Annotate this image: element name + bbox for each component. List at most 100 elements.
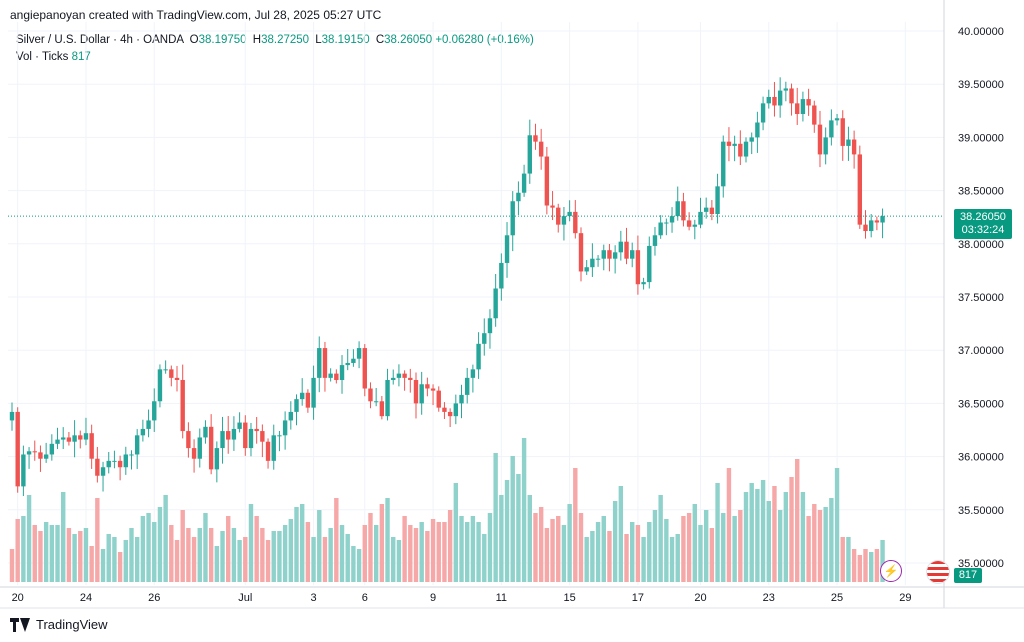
candle-body: [749, 137, 754, 142]
volume-bar: [100, 549, 106, 582]
volume-bar: [823, 507, 828, 582]
candle-body: [527, 135, 532, 174]
volume-bar: [669, 537, 675, 582]
candle-body: [72, 435, 77, 442]
volume-bar: [749, 483, 754, 582]
x-tick-label: 15: [563, 592, 575, 604]
volume-bar: [834, 468, 840, 582]
volume-bar: [857, 555, 863, 582]
volume-bar: [738, 510, 743, 582]
volume-bar: [106, 534, 111, 582]
volume-bar: [282, 525, 288, 582]
x-tick-label: 29: [899, 592, 911, 604]
candle-body: [493, 288, 498, 319]
volume-bar: [527, 495, 532, 582]
volume-bar: [652, 510, 658, 582]
volume-bar: [453, 483, 459, 582]
candle-body: [692, 224, 697, 227]
volume-bar: [129, 528, 134, 582]
candle-body: [760, 103, 766, 123]
y-tick-label: 38.00000: [958, 239, 1004, 251]
candle-body: [117, 460, 123, 468]
volume-bar: [203, 513, 208, 582]
volume-bar: [43, 522, 49, 582]
volume-bar: [635, 525, 641, 582]
candle-body: [686, 220, 692, 227]
y-tick-label: 36.50000: [958, 398, 1004, 410]
candle-body: [601, 250, 606, 259]
x-tick-label: Jul: [238, 592, 252, 604]
volume-bar: [152, 522, 157, 582]
volume-bar: [874, 549, 880, 582]
volume-bar: [294, 507, 299, 582]
candle-body: [15, 411, 20, 487]
x-tick-label: 17: [632, 592, 644, 604]
volume-bar: [721, 513, 726, 582]
volume-bar: [800, 492, 806, 582]
candle-body: [356, 348, 362, 359]
volume-bar: [880, 540, 885, 582]
candle-body: [459, 394, 464, 404]
volume-label[interactable]: Vol · Ticks: [16, 51, 69, 63]
candle-body: [231, 428, 237, 440]
volume-bar: [243, 537, 248, 582]
close-label: C: [375, 34, 385, 46]
candle-body: [738, 143, 743, 157]
volume-bar: [186, 528, 191, 582]
volume-bar: [15, 519, 20, 582]
candle-body: [61, 437, 66, 440]
candle-body: [618, 241, 624, 253]
candle-body: [208, 426, 214, 470]
volume-bar: [117, 552, 123, 582]
us-flag-icon[interactable]: [926, 560, 950, 584]
candle-body: [385, 379, 390, 417]
candle-body: [755, 122, 760, 138]
candle-body: [783, 88, 789, 91]
candle-body: [556, 207, 561, 225]
volume-bar: [157, 507, 163, 582]
candle-body: [271, 435, 276, 461]
volume-bar: [777, 510, 783, 582]
price-badge: 38.26050 03:32:24: [954, 209, 1012, 240]
candle-body: [652, 235, 658, 246]
volume-bar: [174, 540, 180, 582]
open-value: 38.19750: [198, 34, 247, 46]
candle-body: [635, 250, 641, 285]
volume-bar: [863, 549, 868, 582]
candle-body: [595, 258, 601, 260]
volume-bar: [641, 537, 646, 582]
volume-bar: [607, 531, 612, 582]
x-tick-label: 26: [148, 592, 160, 604]
volume-bar: [356, 549, 362, 582]
volume-bar: [72, 534, 77, 582]
x-tick-label: 9: [430, 592, 436, 604]
volume-bar: [612, 501, 618, 582]
volume-bar: [208, 528, 214, 582]
candle-body: [334, 373, 339, 380]
volume-bar: [840, 537, 845, 582]
candle-body: [49, 443, 55, 455]
candle-body: [260, 431, 265, 442]
low-value: 38.19150: [321, 34, 370, 46]
candle-body: [129, 454, 134, 456]
candle-body: [123, 454, 128, 468]
volume-bar: [419, 522, 424, 582]
chart-legend: Silver / U.S. Dollar · 4h · OANDA O38.19…: [16, 32, 534, 66]
volume-bar: [795, 459, 800, 582]
symbol-label[interactable]: Silver / U.S. Dollar · 4h · OANDA: [16, 34, 184, 46]
volume-bar: [248, 504, 254, 582]
volume-bar: [95, 498, 100, 582]
lightning-icon[interactable]: ⚡: [880, 560, 902, 582]
candle-body: [590, 258, 595, 268]
y-tick-label: 35.00000: [958, 558, 1004, 570]
candle-body: [89, 433, 94, 459]
y-tick-label: 38.50000: [958, 186, 1004, 198]
candle-body: [544, 156, 550, 206]
candle-body: [311, 377, 316, 408]
candle-body: [630, 250, 635, 259]
candle-body: [373, 401, 379, 403]
chart-credit: angiepanoyan created with TradingView.co…: [10, 8, 382, 22]
candle-body: [391, 377, 396, 380]
volume-bar: [9, 549, 15, 582]
